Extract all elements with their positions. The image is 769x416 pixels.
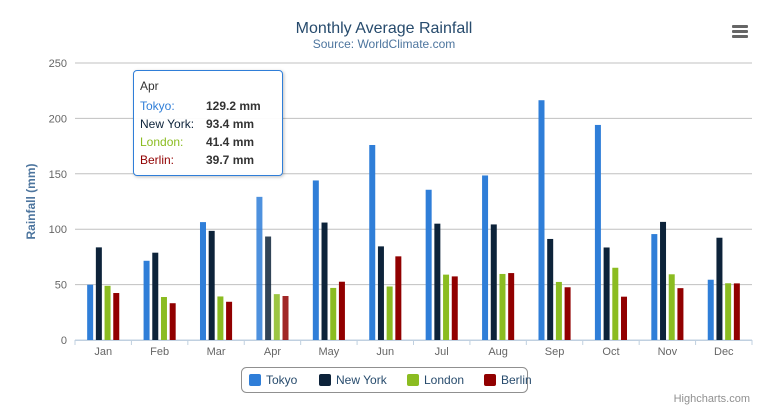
legend-symbol[interactable]: [249, 374, 261, 386]
bar-london[interactable]: [160, 297, 167, 340]
legend-item-london[interactable]: London: [424, 373, 464, 387]
bar-new-york[interactable]: [660, 221, 667, 340]
bar-new-york[interactable]: [716, 237, 723, 340]
x-tick-label: May: [318, 346, 339, 358]
bar-berlin[interactable]: [113, 293, 120, 340]
bar-tokyo[interactable]: [707, 279, 714, 340]
tooltip-value: 129.2 mm: [206, 99, 261, 113]
x-tick-label: Nov: [658, 346, 678, 358]
bar-london[interactable]: [612, 267, 619, 340]
chart-subtitle: Source: WorldClimate.com: [313, 37, 456, 51]
bar-berlin[interactable]: [564, 287, 571, 340]
bar-london[interactable]: [668, 274, 675, 340]
tooltip-header: Apr: [140, 79, 159, 93]
bar-london[interactable]: [104, 285, 111, 340]
tooltip: Apr Tokyo: 129.2 mm New York: 93.4 mm Lond…: [133, 70, 283, 176]
bar-berlin[interactable]: [733, 283, 740, 340]
legend-item-new-york[interactable]: New York: [336, 373, 388, 387]
bar-london[interactable]: [273, 294, 280, 340]
y-tick-label: 250: [49, 58, 67, 70]
chart-title: Monthly Average Rainfall: [296, 20, 473, 37]
bar-new-york[interactable]: [152, 252, 159, 340]
hamburger-menu-icon[interactable]: [732, 25, 748, 28]
bar-london[interactable]: [330, 287, 337, 340]
bar-new-york[interactable]: [208, 230, 215, 340]
legend-symbol[interactable]: [319, 374, 331, 386]
tooltip-row-london: London: 41.4 mm: [140, 133, 274, 151]
y-tick-label: 200: [49, 113, 67, 125]
bar-new-york[interactable]: [321, 222, 328, 340]
tooltip-row-berlin: Berlin: 39.7 mm: [140, 151, 274, 169]
hamburger-menu-icon[interactable]: [732, 35, 748, 38]
tooltip-series-name: Tokyo:: [140, 99, 175, 113]
x-tick-label: Feb: [150, 346, 169, 358]
hamburger-menu-icon[interactable]: [732, 30, 748, 33]
x-tick-label: Mar: [207, 346, 226, 358]
bar-tokyo[interactable]: [538, 100, 545, 341]
x-tick-label: Apr: [264, 346, 281, 358]
y-axis-title: Rainfall (mm): [24, 163, 38, 239]
tooltip-series-name: London:: [140, 135, 184, 149]
bar-new-york[interactable]: [95, 247, 102, 340]
x-tick-label: Oct: [602, 346, 619, 358]
tooltip-row-tokyo: Tokyo: 129.2 mm: [140, 97, 274, 115]
bar-new-york[interactable]: [603, 247, 610, 340]
bar-berlin[interactable]: [508, 273, 515, 340]
legend-item-berlin[interactable]: Berlin: [501, 373, 532, 387]
tooltip-series-name: New York:: [140, 117, 195, 131]
x-tick-label: Jun: [376, 346, 394, 358]
bar-tokyo[interactable]: [425, 189, 432, 340]
bar-tokyo[interactable]: [651, 234, 658, 340]
bar-tokyo[interactable]: [87, 284, 94, 340]
y-tick-label: 100: [49, 224, 67, 236]
y-tick-label: 50: [55, 280, 67, 292]
bar-berlin[interactable]: [338, 281, 345, 340]
bar-tokyo[interactable]: [256, 196, 263, 340]
legend-symbol[interactable]: [484, 374, 496, 386]
bar-berlin[interactable]: [226, 301, 233, 340]
y-tick-label: 150: [49, 169, 67, 181]
bar-berlin[interactable]: [621, 296, 628, 340]
legend-box: [241, 367, 528, 393]
x-tick-label: Aug: [488, 346, 508, 358]
bar-new-york[interactable]: [547, 238, 554, 340]
bar-tokyo[interactable]: [199, 222, 206, 340]
tooltip-value: 41.4 mm: [206, 135, 255, 149]
bar-new-york[interactable]: [434, 223, 441, 340]
bar-berlin[interactable]: [395, 256, 402, 340]
bar-berlin[interactable]: [451, 276, 458, 340]
bar-london[interactable]: [386, 286, 393, 340]
x-tick-label: Sep: [545, 346, 565, 358]
bar-london[interactable]: [725, 283, 732, 340]
tooltip-value: 39.7 mm: [206, 153, 255, 167]
bar-tokyo[interactable]: [594, 124, 601, 341]
x-tick-label: Jan: [94, 346, 112, 358]
bar-tokyo[interactable]: [369, 144, 376, 340]
credits-link[interactable]: Highcharts.com: [674, 393, 750, 405]
bar-tokyo[interactable]: [312, 180, 319, 340]
bar-new-york[interactable]: [377, 246, 384, 340]
x-tick-label: Jul: [435, 346, 449, 358]
bar-tokyo[interactable]: [143, 260, 150, 340]
tooltip-row-newyork: New York: 93.4 mm: [140, 115, 274, 133]
legend-symbol[interactable]: [407, 374, 419, 386]
bar-berlin[interactable]: [677, 288, 684, 340]
bar-london[interactable]: [217, 296, 224, 340]
bar-london[interactable]: [443, 274, 450, 340]
bar-london[interactable]: [555, 281, 562, 340]
bar-berlin[interactable]: [169, 303, 176, 340]
bar-tokyo[interactable]: [482, 175, 489, 340]
tooltip-series-name: Berlin:: [140, 153, 175, 167]
x-tick-label: Dec: [714, 346, 734, 358]
bar-new-york[interactable]: [265, 236, 272, 340]
legend-item-tokyo[interactable]: Tokyo: [266, 373, 298, 387]
bar-new-york[interactable]: [490, 224, 497, 340]
bar-london[interactable]: [499, 273, 506, 340]
bar-berlin[interactable]: [282, 296, 289, 340]
y-tick-label: 0: [61, 335, 67, 347]
tooltip-value: 93.4 mm: [206, 117, 255, 131]
